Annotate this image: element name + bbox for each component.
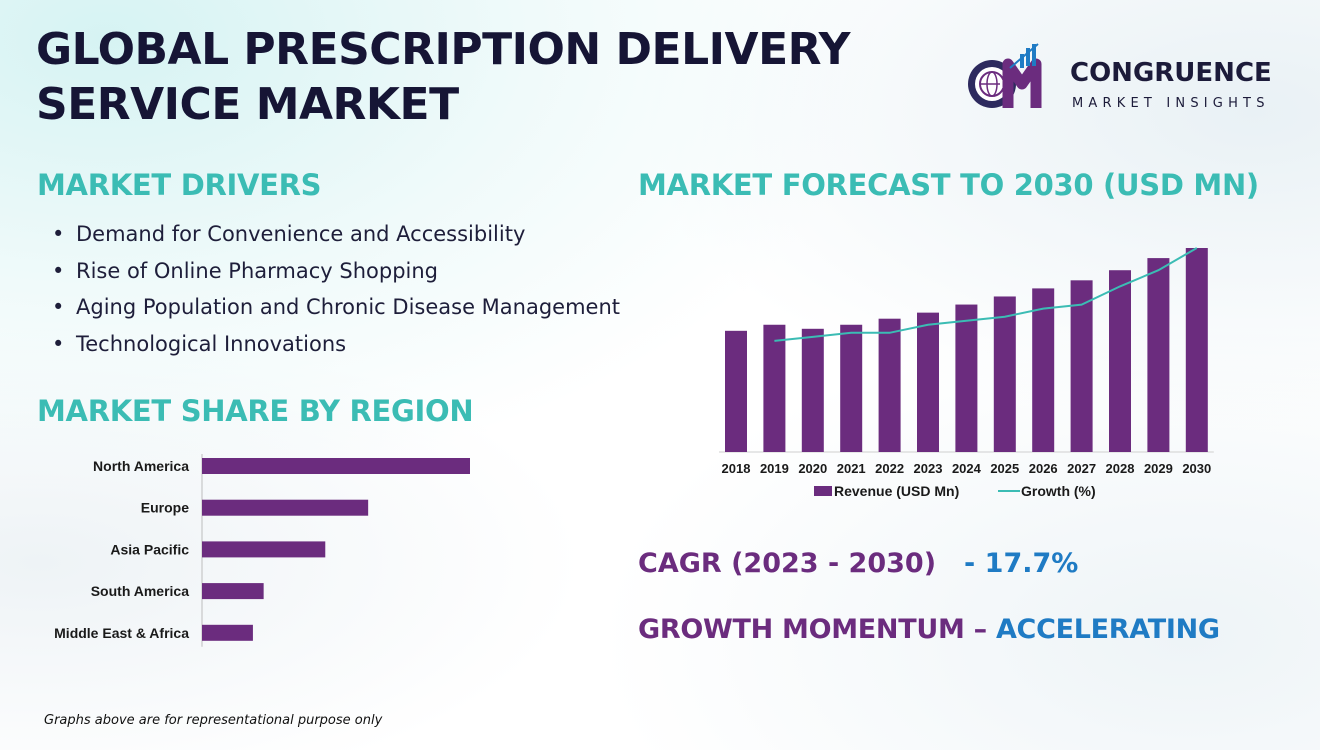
region-label: Middle East & Africa [54, 625, 189, 641]
growth-momentum: GROWTH MOMENTUM – ACCELERATING [638, 614, 1220, 645]
list-item: • Technological Innovations [52, 330, 620, 367]
revenue-bar [1147, 258, 1170, 452]
year-tick-label: 2025 [990, 461, 1019, 476]
driver-text: Aging Population and Chronic Disease Man… [76, 295, 621, 319]
year-tick-label: 2030 [1182, 461, 1211, 476]
revenue-bar [801, 328, 824, 452]
region-label: North America [93, 458, 189, 474]
year-tick-label: 2029 [1144, 461, 1173, 476]
year-tick-label: 2020 [798, 461, 827, 476]
region-bar [202, 583, 264, 600]
region-label: Asia Pacific [110, 541, 189, 557]
cagr-label: CAGR (2023 - 2030) [638, 548, 937, 579]
cagr-value: - 17.7% [964, 548, 1079, 579]
page-title: GLOBAL PRESCRIPTION DELIVERY SERVICE MAR… [36, 22, 850, 132]
title-line-1: GLOBAL PRESCRIPTION DELIVERY [36, 24, 850, 75]
year-tick-label: 2018 [722, 461, 751, 476]
cm-logo-icon [968, 43, 1042, 108]
momentum-value: ACCELERATING [995, 614, 1220, 645]
driver-text: Rise of Online Pharmacy Shopping [76, 258, 438, 283]
footnote: Graphs above are for representational pu… [44, 713, 383, 728]
bullet-icon: • [52, 331, 65, 356]
revenue-bar [878, 318, 901, 452]
revenue-bar [1032, 288, 1055, 452]
year-tick-label: 2026 [1029, 461, 1058, 476]
revenue-bar [1109, 270, 1131, 452]
region-bar [202, 458, 470, 474]
bullet-icon: • [52, 295, 65, 319]
revenue-bar [1070, 280, 1093, 452]
driver-text: Demand for Convenience and Accessibility [76, 222, 526, 246]
title-line-2: SERVICE MARKET [36, 79, 459, 130]
year-tick-label: 2019 [760, 461, 789, 476]
year-tick-label: 2024 [952, 461, 982, 476]
logo-tagline: MARKET INSIGHTS [1072, 96, 1270, 111]
region-bar [202, 541, 326, 558]
bullet-icon: • [52, 222, 65, 246]
year-tick-label: 2021 [837, 461, 866, 476]
legend-growth-label: Growth (%) [1021, 483, 1096, 499]
list-item: • Rise of Online Pharmacy Shopping [52, 257, 620, 294]
region-heading: MARKET SHARE BY REGION [37, 394, 474, 428]
growth-line [774, 247, 1198, 342]
year-tick-label: 2023 [914, 461, 943, 476]
list-item: • Demand for Convenience and Accessibilit… [52, 220, 620, 257]
year-tick-label: 2022 [875, 461, 904, 476]
logo-name: CONGRUENCE [1070, 58, 1272, 88]
cagr-stat: CAGR (2023 - 2030) - 17.7% [638, 548, 1078, 579]
revenue-bar [840, 324, 863, 452]
region-bar-chart: North America Europe Asia Pacific South Ame… [54, 454, 470, 647]
revenue-bar [955, 304, 978, 452]
year-tick-label: 2027 [1067, 461, 1096, 476]
brand-logo: CONGRUENCE MARKET INSIGHTS [962, 42, 1292, 122]
market-drivers-heading: MARKET DRIVERS [37, 168, 322, 202]
momentum-label: GROWTH MOMENTUM – [638, 614, 987, 645]
revenue-bar [763, 324, 786, 452]
bullet-icon: • [52, 258, 65, 283]
driver-text: Technological Innovations [76, 331, 347, 356]
region-label: Europe [141, 500, 189, 516]
year-tick-label: 2028 [1106, 461, 1135, 476]
revenue-bar [993, 296, 1016, 452]
region-label: South America [91, 583, 189, 599]
legend-revenue-swatch [814, 486, 832, 496]
revenue-bar [1185, 248, 1208, 452]
region-bar [202, 499, 369, 516]
forecast-heading: MARKET FORECAST TO 2030 (USD MN) [638, 168, 1259, 202]
drivers-list: • Demand for Convenience and Accessibilit… [52, 220, 620, 366]
revenue-bar [917, 312, 939, 452]
region-bar [202, 624, 253, 641]
legend-revenue-label: Revenue (USD Mn) [834, 483, 959, 499]
forecast-bar-chart: 2018 2019 2020 2021 2022 2023 2024 2025 2026 2027… [719, 247, 1214, 499]
revenue-bar [725, 330, 747, 452]
list-item: • Aging Population and Chronic Disease Ma… [52, 293, 620, 330]
